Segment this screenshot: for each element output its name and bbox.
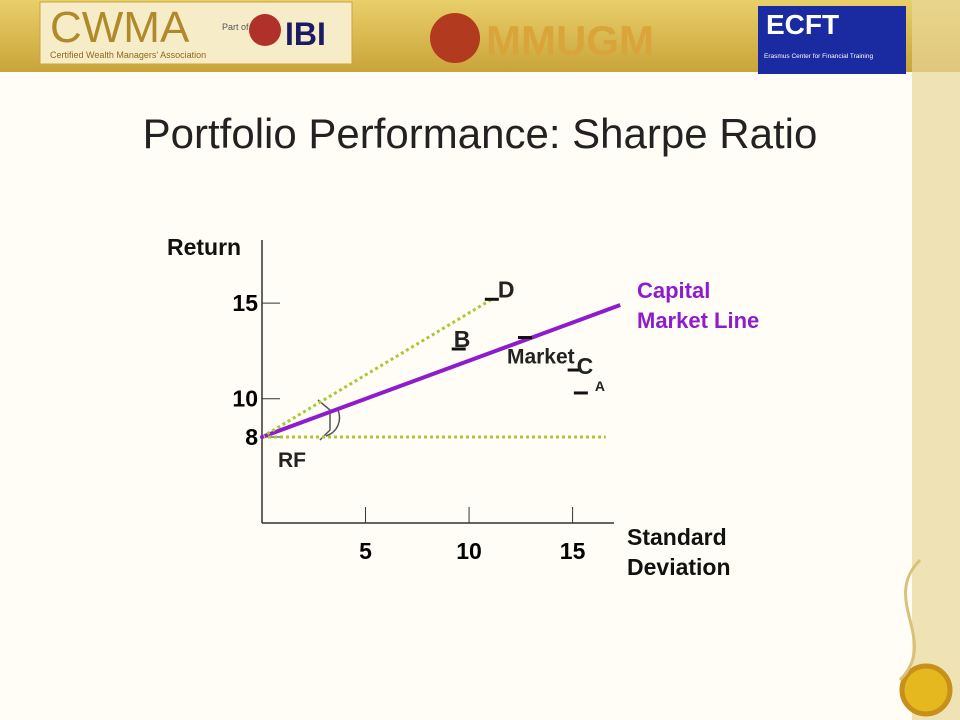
point-label: C (577, 353, 594, 379)
logo-text: Erasmus Center for Financial Training (764, 53, 873, 60)
logo-box (758, 6, 906, 74)
capital-market-line (261, 303, 621, 439)
x-axis-label: Standard Deviation (627, 524, 731, 580)
curved-arrow (317, 399, 331, 441)
ornament (898, 558, 922, 682)
logo-text: ECFT (766, 9, 839, 40)
logo-text: MMUGM (486, 17, 654, 64)
dotted-line (261, 297, 493, 439)
right-border (912, 0, 960, 720)
point-label: RF (278, 449, 306, 472)
point-label: D (498, 276, 515, 302)
logo-text: Certified Wealth Managers' Association (50, 50, 206, 60)
point-label: B (454, 326, 471, 352)
logo-icon (430, 13, 480, 63)
logo-text: CWMA (50, 3, 190, 52)
ornament (899, 663, 953, 717)
point-label: A (595, 378, 605, 394)
y-tick-label: 10 (232, 386, 258, 412)
y-tick-label: 15 (232, 290, 258, 316)
x-tick-label: 10 (456, 538, 482, 564)
point-marker (260, 434, 264, 439)
logo-icon (249, 14, 281, 46)
slide-title: Portfolio Performance: Sharpe Ratio (142, 110, 818, 157)
logo-text: IBI (285, 16, 326, 52)
point-label: Market (507, 346, 575, 369)
x-tick-label: 5 (359, 538, 372, 564)
y-axis-label: Return (167, 234, 242, 260)
logo-box (39, 1, 353, 65)
logo-text: Part of (222, 22, 249, 32)
x-tick-label: 15 (560, 538, 586, 564)
y-tick-label: 8 (245, 424, 258, 450)
curved-arrow (325, 409, 341, 437)
line-label: Capital Market Line (637, 278, 760, 333)
